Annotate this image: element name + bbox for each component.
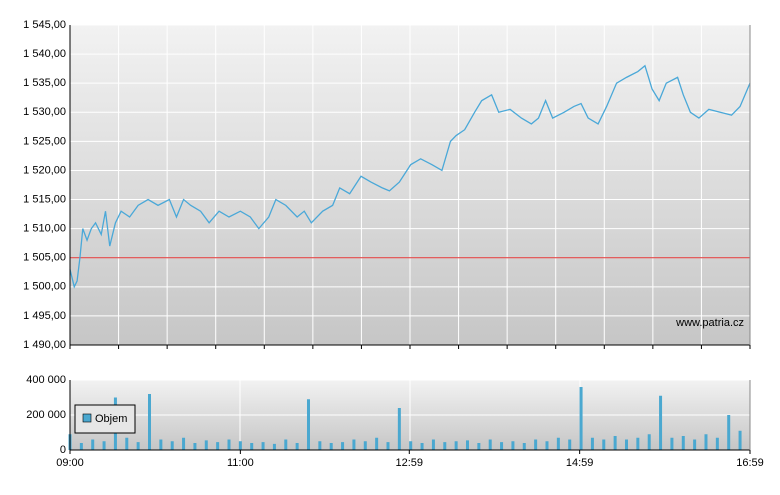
volume-bar <box>102 441 106 450</box>
volume-bar <box>727 415 731 450</box>
volume-bar <box>193 443 197 450</box>
legend-swatch <box>82 413 92 423</box>
volume-bar <box>216 442 220 450</box>
x-tick-label: 16:59 <box>736 457 764 469</box>
volume-bar <box>227 439 231 450</box>
volume-bar <box>284 439 288 450</box>
volume-bar <box>91 439 95 450</box>
volume-bar <box>670 437 674 450</box>
volume-bar <box>624 439 628 450</box>
y-tick-label: 1 515,00 <box>23 193 66 205</box>
volume-bar <box>704 434 708 450</box>
y-tick-label: 1 505,00 <box>23 252 66 264</box>
volume-bar <box>590 437 594 450</box>
watermark: www.patria.cz <box>675 317 744 329</box>
volume-bar <box>386 442 390 450</box>
volume-bar <box>556 437 560 450</box>
y-tick-label: 400 000 <box>26 374 66 386</box>
volume-bar <box>238 441 242 450</box>
volume-bar <box>715 437 719 450</box>
volume-bar <box>465 440 469 450</box>
volume-bar <box>534 439 538 450</box>
legend-label: Objem <box>95 413 127 425</box>
volume-bar <box>511 441 515 450</box>
volume-bar <box>738 430 742 450</box>
volume-bar <box>329 443 333 450</box>
volume-bar <box>693 439 697 450</box>
volume-bar <box>522 443 526 450</box>
volume-bar <box>272 443 276 450</box>
volume-bar <box>250 443 254 450</box>
volume-bar <box>613 436 617 450</box>
volume-bar <box>454 441 458 450</box>
volume-bar <box>477 443 481 450</box>
y-tick-label: 200 000 <box>26 409 66 421</box>
price-line <box>69 64 751 289</box>
y-tick-label: 1 520,00 <box>23 164 66 176</box>
volume-bar <box>318 441 322 450</box>
volume-bar <box>182 437 186 450</box>
volume-bar <box>636 437 640 450</box>
x-tick-label: 14:59 <box>566 457 594 469</box>
y-tick-label: 1 525,00 <box>23 135 66 147</box>
y-tick-label: 1 530,00 <box>23 106 66 118</box>
volume-bar <box>500 442 504 450</box>
volume-bar <box>397 408 401 450</box>
volume-bar <box>568 439 572 450</box>
volume-bar <box>602 439 606 450</box>
volume-bar <box>204 440 208 450</box>
volume-bar <box>170 441 174 450</box>
y-tick-label: 1 545,00 <box>23 19 66 31</box>
volume-bar <box>431 439 435 450</box>
volume-bar <box>295 443 299 450</box>
y-tick-label: 1 540,00 <box>23 48 66 60</box>
volume-bar <box>647 434 651 450</box>
x-tick-label: 11:00 <box>227 457 254 469</box>
volume-bar <box>261 442 265 450</box>
volume-bar <box>488 439 492 450</box>
volume-bar <box>420 443 424 450</box>
y-tick-label: 0 <box>60 444 66 456</box>
volume-bar <box>341 442 345 450</box>
x-tick-label: 09:00 <box>56 457 84 469</box>
volume-bar <box>443 442 447 450</box>
x-tick-label: 12:59 <box>396 457 424 469</box>
volume-bar <box>375 437 379 450</box>
volume-bar <box>306 399 310 450</box>
volume-bar <box>363 441 367 450</box>
volume-bar <box>409 441 413 450</box>
y-tick-label: 1 500,00 <box>23 281 66 293</box>
volume-bar <box>681 436 685 450</box>
volume-bar <box>159 439 163 450</box>
volume-bar <box>147 394 151 450</box>
y-tick-label: 1 495,00 <box>23 310 66 322</box>
volume-bar <box>79 443 83 450</box>
volume-bar <box>352 439 356 450</box>
y-tick-label: 1 510,00 <box>23 223 66 235</box>
volume-bar <box>545 441 549 450</box>
y-tick-label: 1 535,00 <box>23 77 66 89</box>
volume-bar <box>125 437 129 450</box>
y-tick-label: 1 490,00 <box>23 339 66 351</box>
volume-bar <box>136 442 140 450</box>
volume-bar <box>659 395 663 450</box>
volume-bar <box>579 387 583 450</box>
